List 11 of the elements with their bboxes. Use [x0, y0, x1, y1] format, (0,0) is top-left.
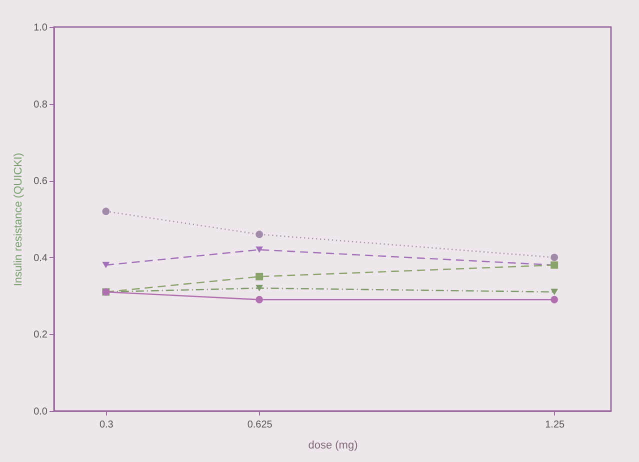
y-tick-label: 0.8	[34, 99, 48, 110]
y-tick-label: 0.0	[34, 406, 48, 418]
x-tick-label: 0.625	[247, 420, 273, 430]
y-axis-title: Insulin resistance (QUICKI)	[12, 152, 25, 286]
x-axis-title: dose (mg)	[308, 440, 358, 452]
y-tick-label: 0.4	[34, 252, 48, 264]
y-tick-label: 1.0	[34, 22, 48, 34]
y-tick-label: 0.2	[34, 330, 48, 341]
y-tick-label: 0.6	[34, 176, 48, 188]
x-tick-label: 1.25	[545, 420, 566, 430]
x-tick-label: 0.3	[99, 420, 114, 430]
